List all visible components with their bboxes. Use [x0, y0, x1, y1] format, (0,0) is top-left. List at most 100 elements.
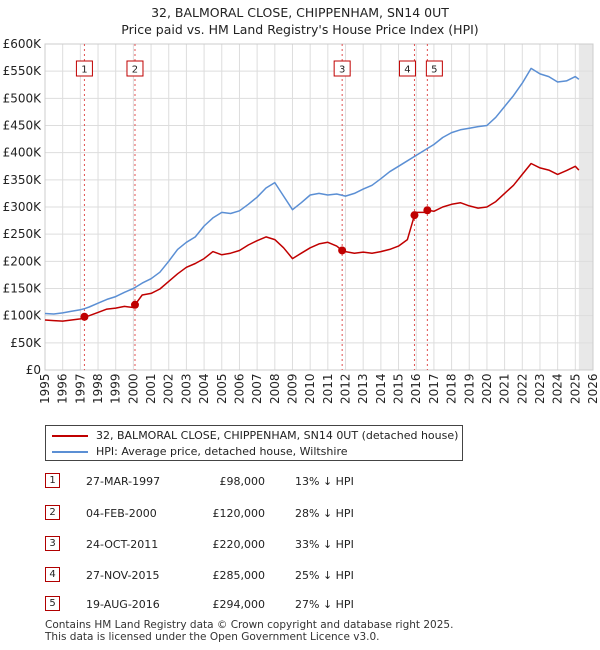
sale-badge-box [425, 60, 443, 77]
sale-hpi-diff: 25% ↓ HPI [295, 569, 354, 582]
x-tick-label: 2012 [339, 373, 353, 404]
sale-row: 5 19-AUG-2016 £294,000 27% ↓ HPI [45, 596, 465, 614]
y-tick-label: £400K [3, 146, 43, 160]
sale-price: £285,000 [212, 569, 266, 582]
y-tick-label: £0 [26, 363, 41, 377]
x-tick-label: 2023 [533, 373, 547, 404]
y-tick-label: £500K [3, 91, 43, 105]
sale-badge-label: 5 [431, 65, 437, 76]
sale-hpi-diff: 27% ↓ HPI [295, 598, 354, 611]
x-tick-label: 2007 [250, 373, 264, 404]
sale-number-badge: 5 [45, 596, 60, 611]
x-tick-label: 2019 [462, 373, 476, 404]
x-tick-label: 2006 [232, 373, 246, 404]
sale-number-badge: 4 [45, 567, 60, 582]
sale-date: 27-MAR-1997 [86, 475, 161, 488]
x-tick-label: 2010 [303, 373, 317, 404]
x-tick-label: 1999 [109, 373, 123, 404]
hpi-series-line [44, 67, 580, 315]
x-tick-label: 2002 [162, 373, 176, 404]
chart-title: 32, BALMORAL CLOSE, CHIPPENHAM, SN14 0UT… [0, 4, 600, 38]
sale-price: £120,000 [212, 507, 266, 520]
sale-badge-label: 4 [404, 65, 410, 76]
y-tick-label: £350K [3, 173, 43, 187]
x-tick-label: 2005 [215, 373, 229, 404]
x-tick-label: 2017 [427, 373, 441, 404]
sale-price: £98,000 [219, 475, 266, 488]
title-line-1: 32, BALMORAL CLOSE, CHIPPENHAM, SN14 0UT [151, 5, 449, 20]
price-chart: 1 2 3 4 5 £0 £50K £100K £150K £200K £250K £300K £350… [3, 37, 600, 404]
x-tick-label: 2011 [321, 373, 335, 404]
x-tick-label: 2024 [551, 373, 565, 404]
sale-point [423, 206, 432, 215]
x-tick-label: 2014 [374, 373, 388, 404]
y-tick-label: £50K [10, 336, 42, 350]
legend-property-label: 32, BALMORAL CLOSE, CHIPPENHAM, SN14 0UT… [96, 429, 459, 442]
y-tick-label: £100K [3, 309, 43, 323]
sale-point [338, 246, 347, 255]
title-line-2: Price paid vs. HM Land Registry's House … [121, 22, 479, 37]
legend-hpi-label: HPI: Average price, detached house, Wilt… [96, 445, 348, 458]
x-tick-label: 2004 [197, 373, 211, 404]
x-tick-label: 1997 [73, 373, 87, 404]
footer-line-1: Contains HM Land Registry data © Crown c… [45, 619, 454, 631]
x-tick-label: 2015 [392, 373, 406, 404]
x-tick-label: 2021 [498, 373, 512, 404]
x-tick-label: 2000 [126, 373, 140, 404]
legend-property: 32, BALMORAL CLOSE, CHIPPENHAM, SN14 0UT… [52, 428, 458, 444]
sale-date: 04-FEB-2000 [86, 507, 157, 520]
x-tick-label: 2001 [144, 373, 158, 404]
plot-border [44, 43, 594, 371]
sale-date: 27-NOV-2015 [86, 569, 160, 582]
sale-point [130, 300, 139, 309]
footer-line-2: This data is licensed under the Open Gov… [45, 631, 380, 643]
sale-row: 4 27-NOV-2015 £285,000 25% ↓ HPI [45, 567, 465, 585]
y-tick-label: £550K [3, 64, 43, 78]
sale-badge-box [398, 60, 416, 77]
x-tick-label: 1996 [56, 373, 70, 404]
x-tick-label: 2026 [586, 373, 600, 404]
sale-hpi-diff: 13% ↓ HPI [295, 475, 354, 488]
sale-badge-box [126, 60, 144, 77]
x-tick-label: 2009 [285, 373, 299, 404]
sale-date: 19-AUG-2016 [86, 598, 160, 611]
sale-badge-box [333, 60, 351, 77]
sale-row: 3 24-OCT-2011 £220,000 33% ↓ HPI [45, 536, 465, 554]
y-tick-label: £600K [3, 37, 43, 51]
sale-badge-label: 3 [339, 65, 345, 76]
sale-date: 24-OCT-2011 [86, 538, 159, 551]
sale-point [80, 312, 89, 321]
x-tick-label: 2020 [480, 373, 494, 404]
sale-point [410, 211, 419, 220]
x-tick-label: 2025 [568, 373, 582, 404]
y-tick-label: £200K [3, 254, 43, 268]
sale-price: £294,000 [212, 598, 266, 611]
sale-number-badge: 3 [45, 536, 60, 551]
y-tick-label: £300K [3, 200, 43, 214]
footer: Contains HM Land Registry data © Crown c… [45, 619, 453, 643]
hpi-line-swatch [52, 451, 88, 453]
sale-hpi-diff: 33% ↓ HPI [295, 538, 354, 551]
y-tick-label: £450K [3, 119, 43, 133]
property-line-swatch [52, 435, 88, 437]
x-tick-label: 2008 [268, 373, 282, 404]
y-tick-label: £150K [3, 282, 43, 296]
sale-badge-label: 1 [81, 65, 87, 76]
sale-badge-label: 2 [132, 65, 138, 76]
legend: 32, BALMORAL CLOSE, CHIPPENHAM, SN14 0UT… [45, 425, 463, 461]
legend-hpi: HPI: Average price, detached house, Wilt… [52, 444, 348, 460]
x-tick-label: 2013 [356, 373, 370, 404]
sale-number-badge: 1 [45, 473, 60, 488]
x-tick-label: 2003 [179, 373, 193, 404]
sale-row: 1 27-MAR-1997 £98,000 13% ↓ HPI [45, 473, 465, 491]
sale-number-badge: 2 [45, 505, 60, 520]
x-tick-label: 2016 [409, 373, 423, 404]
sale-row: 2 04-FEB-2000 £120,000 28% ↓ HPI [45, 505, 465, 523]
x-tick-label: 2022 [515, 373, 529, 404]
x-tick-label: 1995 [38, 373, 52, 404]
x-tick-label: 1998 [91, 373, 105, 404]
x-tick-label: 2018 [445, 373, 459, 404]
y-tick-label: £250K [3, 227, 43, 241]
sale-badge-box [75, 60, 93, 77]
sale-price: £220,000 [212, 538, 266, 551]
